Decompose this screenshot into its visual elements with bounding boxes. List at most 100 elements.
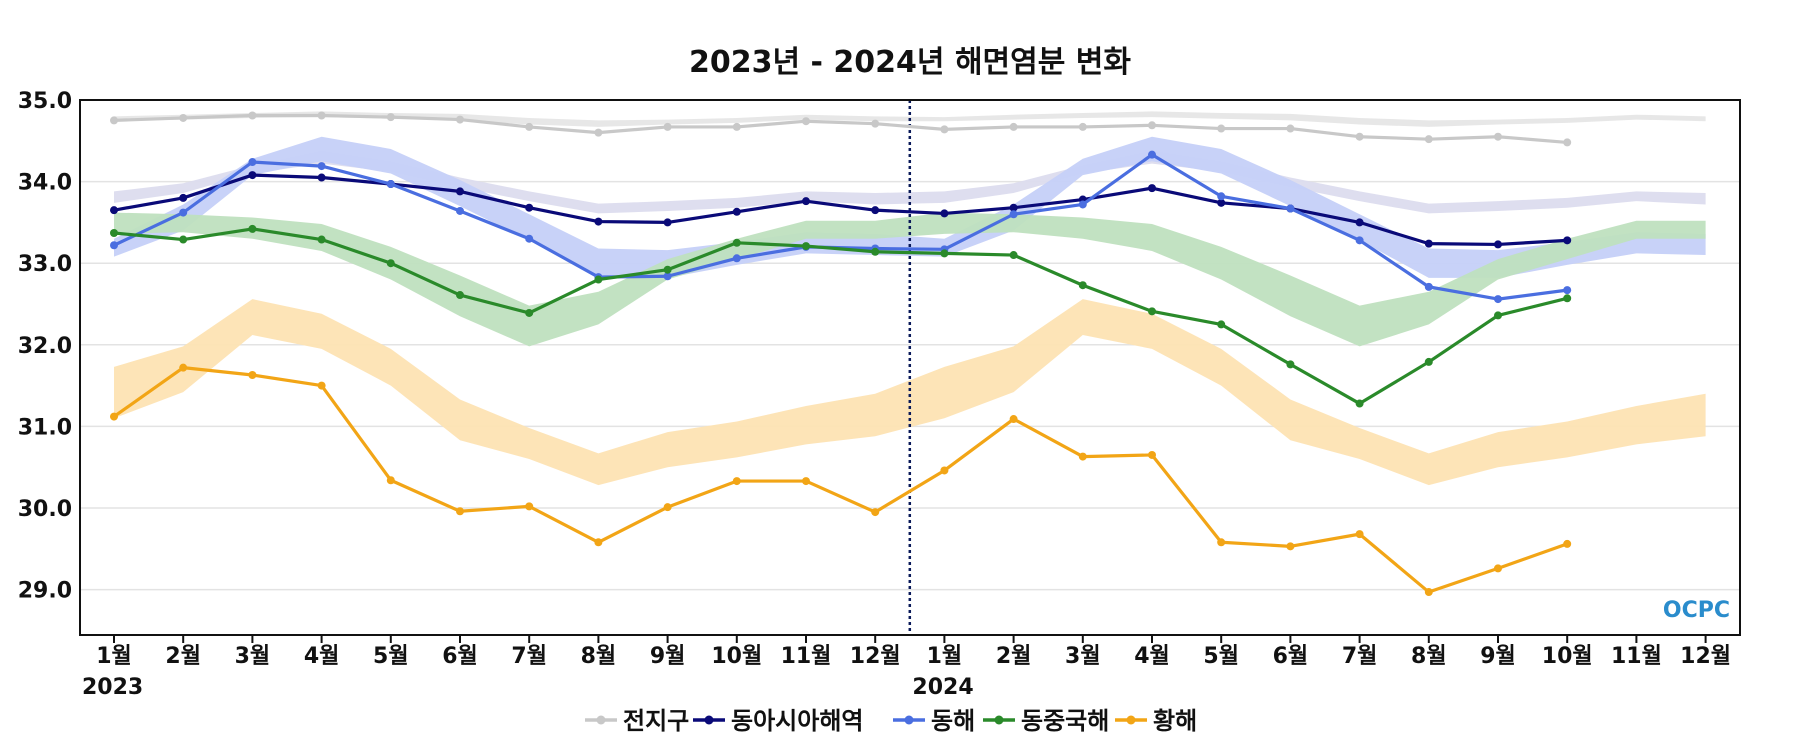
data-point bbox=[179, 193, 188, 202]
data-point bbox=[732, 238, 741, 247]
data-point bbox=[386, 476, 395, 485]
series-group bbox=[110, 171, 1572, 249]
data-point bbox=[663, 503, 672, 512]
x-axis-ticks: 1월 2월 3월 4월 5월 6월 7월 8월 9월 10월 11월 12월 1월 2월 3월 4월 5월 6월 7… bbox=[82, 635, 1731, 700]
data-point bbox=[594, 217, 603, 226]
data-point bbox=[248, 111, 257, 120]
data-point bbox=[1078, 200, 1087, 209]
x-tick-label: 1월 bbox=[927, 644, 963, 669]
data-point bbox=[456, 187, 464, 196]
data-point bbox=[1494, 295, 1502, 304]
legend-marker bbox=[994, 715, 1004, 725]
legend-item: 황해 bbox=[1115, 707, 1197, 735]
data-point bbox=[1494, 240, 1502, 249]
data-point bbox=[1563, 286, 1572, 295]
data-point bbox=[525, 203, 534, 212]
data-point bbox=[248, 158, 257, 167]
data-point bbox=[386, 180, 395, 189]
data-point bbox=[248, 171, 257, 180]
year-label: 2024 bbox=[912, 675, 973, 700]
series-band bbox=[114, 212, 1706, 347]
data-point bbox=[802, 197, 810, 206]
x-tick-label: 11월 bbox=[781, 644, 832, 669]
data-point bbox=[456, 507, 464, 516]
data-point bbox=[1494, 132, 1502, 141]
legend: 전지구 동아시아해역 동해 동중국해 황해 bbox=[585, 707, 1197, 735]
series-line bbox=[113, 173, 1568, 247]
data-point bbox=[1286, 204, 1295, 213]
data-point bbox=[1494, 311, 1502, 320]
x-tick-label: 12월 bbox=[850, 644, 901, 669]
data-point bbox=[940, 249, 949, 258]
data-point bbox=[1424, 282, 1433, 291]
data-point bbox=[594, 128, 603, 137]
series-line bbox=[113, 366, 1568, 594]
y-tick-label: 34.0 bbox=[18, 171, 72, 196]
data-point bbox=[1355, 399, 1364, 408]
data-point bbox=[594, 538, 603, 547]
data-point bbox=[525, 234, 534, 243]
data-point bbox=[317, 162, 326, 171]
data-point bbox=[525, 122, 534, 131]
series-group bbox=[110, 111, 1572, 147]
x-tick-label: 4월 bbox=[304, 644, 340, 669]
data-point bbox=[1424, 239, 1433, 248]
data-point bbox=[663, 272, 672, 281]
x-tick-label: 5월 bbox=[1203, 644, 1239, 669]
x-tick-label: 7월 bbox=[1342, 644, 1378, 669]
data-point bbox=[456, 206, 464, 215]
data-point bbox=[1217, 192, 1226, 201]
x-tick-label: 8월 bbox=[1411, 644, 1447, 669]
data-point bbox=[248, 370, 257, 379]
y-tick-label: 32.0 bbox=[18, 334, 72, 359]
data-point bbox=[1009, 415, 1018, 424]
legend-marker bbox=[704, 715, 714, 725]
data-point bbox=[1217, 538, 1226, 547]
series-group bbox=[110, 363, 1572, 597]
data-point bbox=[1078, 452, 1087, 461]
data-point bbox=[663, 122, 672, 131]
legend-item: 동해 bbox=[893, 707, 975, 735]
data-point bbox=[110, 206, 118, 215]
data-point bbox=[456, 115, 464, 124]
data-point bbox=[1009, 203, 1018, 212]
data-point bbox=[110, 241, 118, 250]
data-point bbox=[248, 224, 257, 233]
series-band bbox=[114, 150, 1706, 214]
data-point bbox=[179, 113, 188, 122]
data-point bbox=[525, 502, 534, 511]
x-tick-label: 5월 bbox=[373, 644, 409, 669]
x-tick-label: 11월 bbox=[1611, 644, 1662, 669]
data-point bbox=[871, 508, 880, 517]
data-point bbox=[940, 466, 949, 475]
data-point bbox=[1217, 320, 1226, 329]
plot-frame bbox=[79, 99, 1741, 636]
x-tick-label: 10월 bbox=[1542, 644, 1593, 669]
data-point bbox=[525, 308, 534, 317]
data-point bbox=[1355, 218, 1364, 227]
x-tick-label: 9월 bbox=[650, 644, 686, 669]
data-point bbox=[802, 117, 810, 126]
data-point bbox=[1424, 357, 1433, 366]
data-point bbox=[732, 254, 741, 263]
data-point bbox=[1563, 236, 1572, 245]
data-point bbox=[1009, 251, 1018, 260]
data-point bbox=[456, 291, 464, 300]
x-tick-label: 9월 bbox=[1480, 644, 1516, 669]
x-tick-label: 2월 bbox=[996, 644, 1032, 669]
data-point bbox=[1563, 294, 1572, 303]
data-point bbox=[663, 265, 672, 274]
y-axis-ticks: 35.0 34.0 33.0 32.0 31.0 30.0 29.0 bbox=[18, 89, 72, 604]
data-point bbox=[1424, 135, 1433, 144]
x-tick-label: 7월 bbox=[511, 644, 547, 669]
data-point bbox=[110, 116, 118, 125]
data-point bbox=[179, 208, 188, 217]
data-point bbox=[663, 218, 672, 227]
data-point bbox=[1286, 360, 1295, 369]
data-point bbox=[179, 235, 188, 244]
data-point bbox=[1424, 588, 1433, 597]
legend-label: 동중국해 bbox=[1021, 707, 1109, 735]
data-point bbox=[1148, 121, 1156, 130]
data-point bbox=[1563, 138, 1572, 147]
y-tick-label: 29.0 bbox=[18, 579, 72, 604]
